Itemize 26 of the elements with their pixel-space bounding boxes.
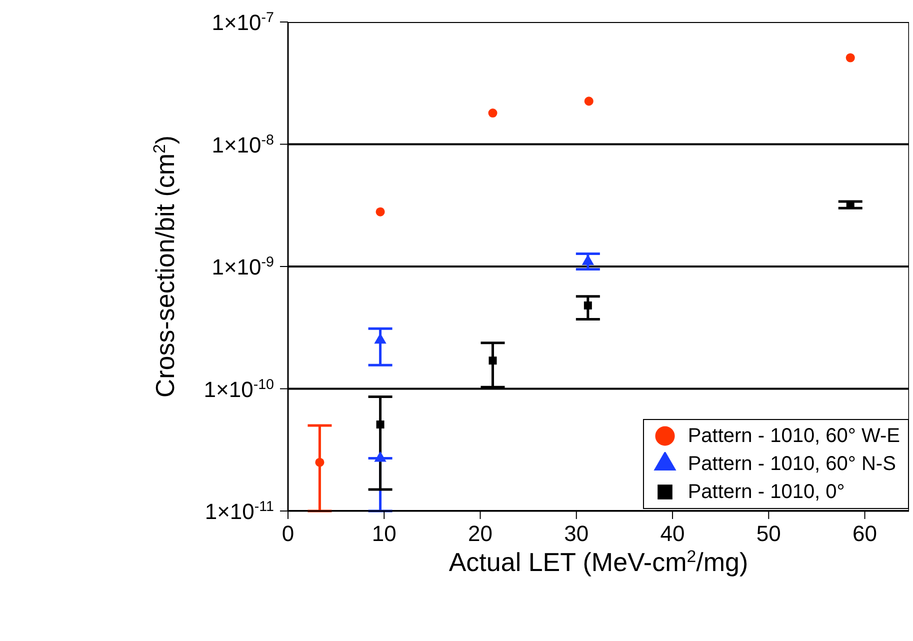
point bbox=[315, 458, 324, 467]
y-tick-label: 1×10$^{-11}$ bbox=[204, 499, 274, 524]
legend-label: Pattern - 1010, 60° W-E bbox=[688, 424, 900, 449]
x-tick-label: 20 bbox=[468, 521, 492, 546]
point bbox=[488, 108, 498, 118]
point bbox=[376, 207, 385, 216]
y-tick-label: 1×10$^{-7}$ bbox=[212, 10, 274, 35]
point bbox=[846, 53, 855, 62]
point bbox=[584, 96, 594, 106]
point bbox=[374, 451, 386, 462]
x-tick-label: 60 bbox=[852, 521, 878, 546]
x-tick-label: 40 bbox=[660, 521, 685, 546]
y-tick-label: 1×10$^{-10}$ bbox=[204, 376, 274, 402]
x-tick-label: 0 bbox=[282, 521, 294, 546]
y-tick-label: 1×10$^{-8}$ bbox=[212, 132, 274, 158]
legend-label: Pattern - 1010, 0° bbox=[688, 480, 845, 505]
x-tick-label: 50 bbox=[756, 521, 781, 546]
point bbox=[374, 333, 386, 344]
point bbox=[584, 301, 592, 310]
point bbox=[488, 356, 497, 365]
x-tick-label: 30 bbox=[564, 521, 589, 546]
x-axis-title: Actual LET (MeV-cm$^{2}$/mg) bbox=[448, 546, 748, 577]
y-tick-label: 1×10$^{-9}$ bbox=[212, 254, 274, 280]
legend-label: Pattern - 1010, 60° N-S bbox=[688, 452, 896, 477]
x-tick-label: 10 bbox=[372, 521, 396, 546]
point bbox=[376, 420, 384, 428]
